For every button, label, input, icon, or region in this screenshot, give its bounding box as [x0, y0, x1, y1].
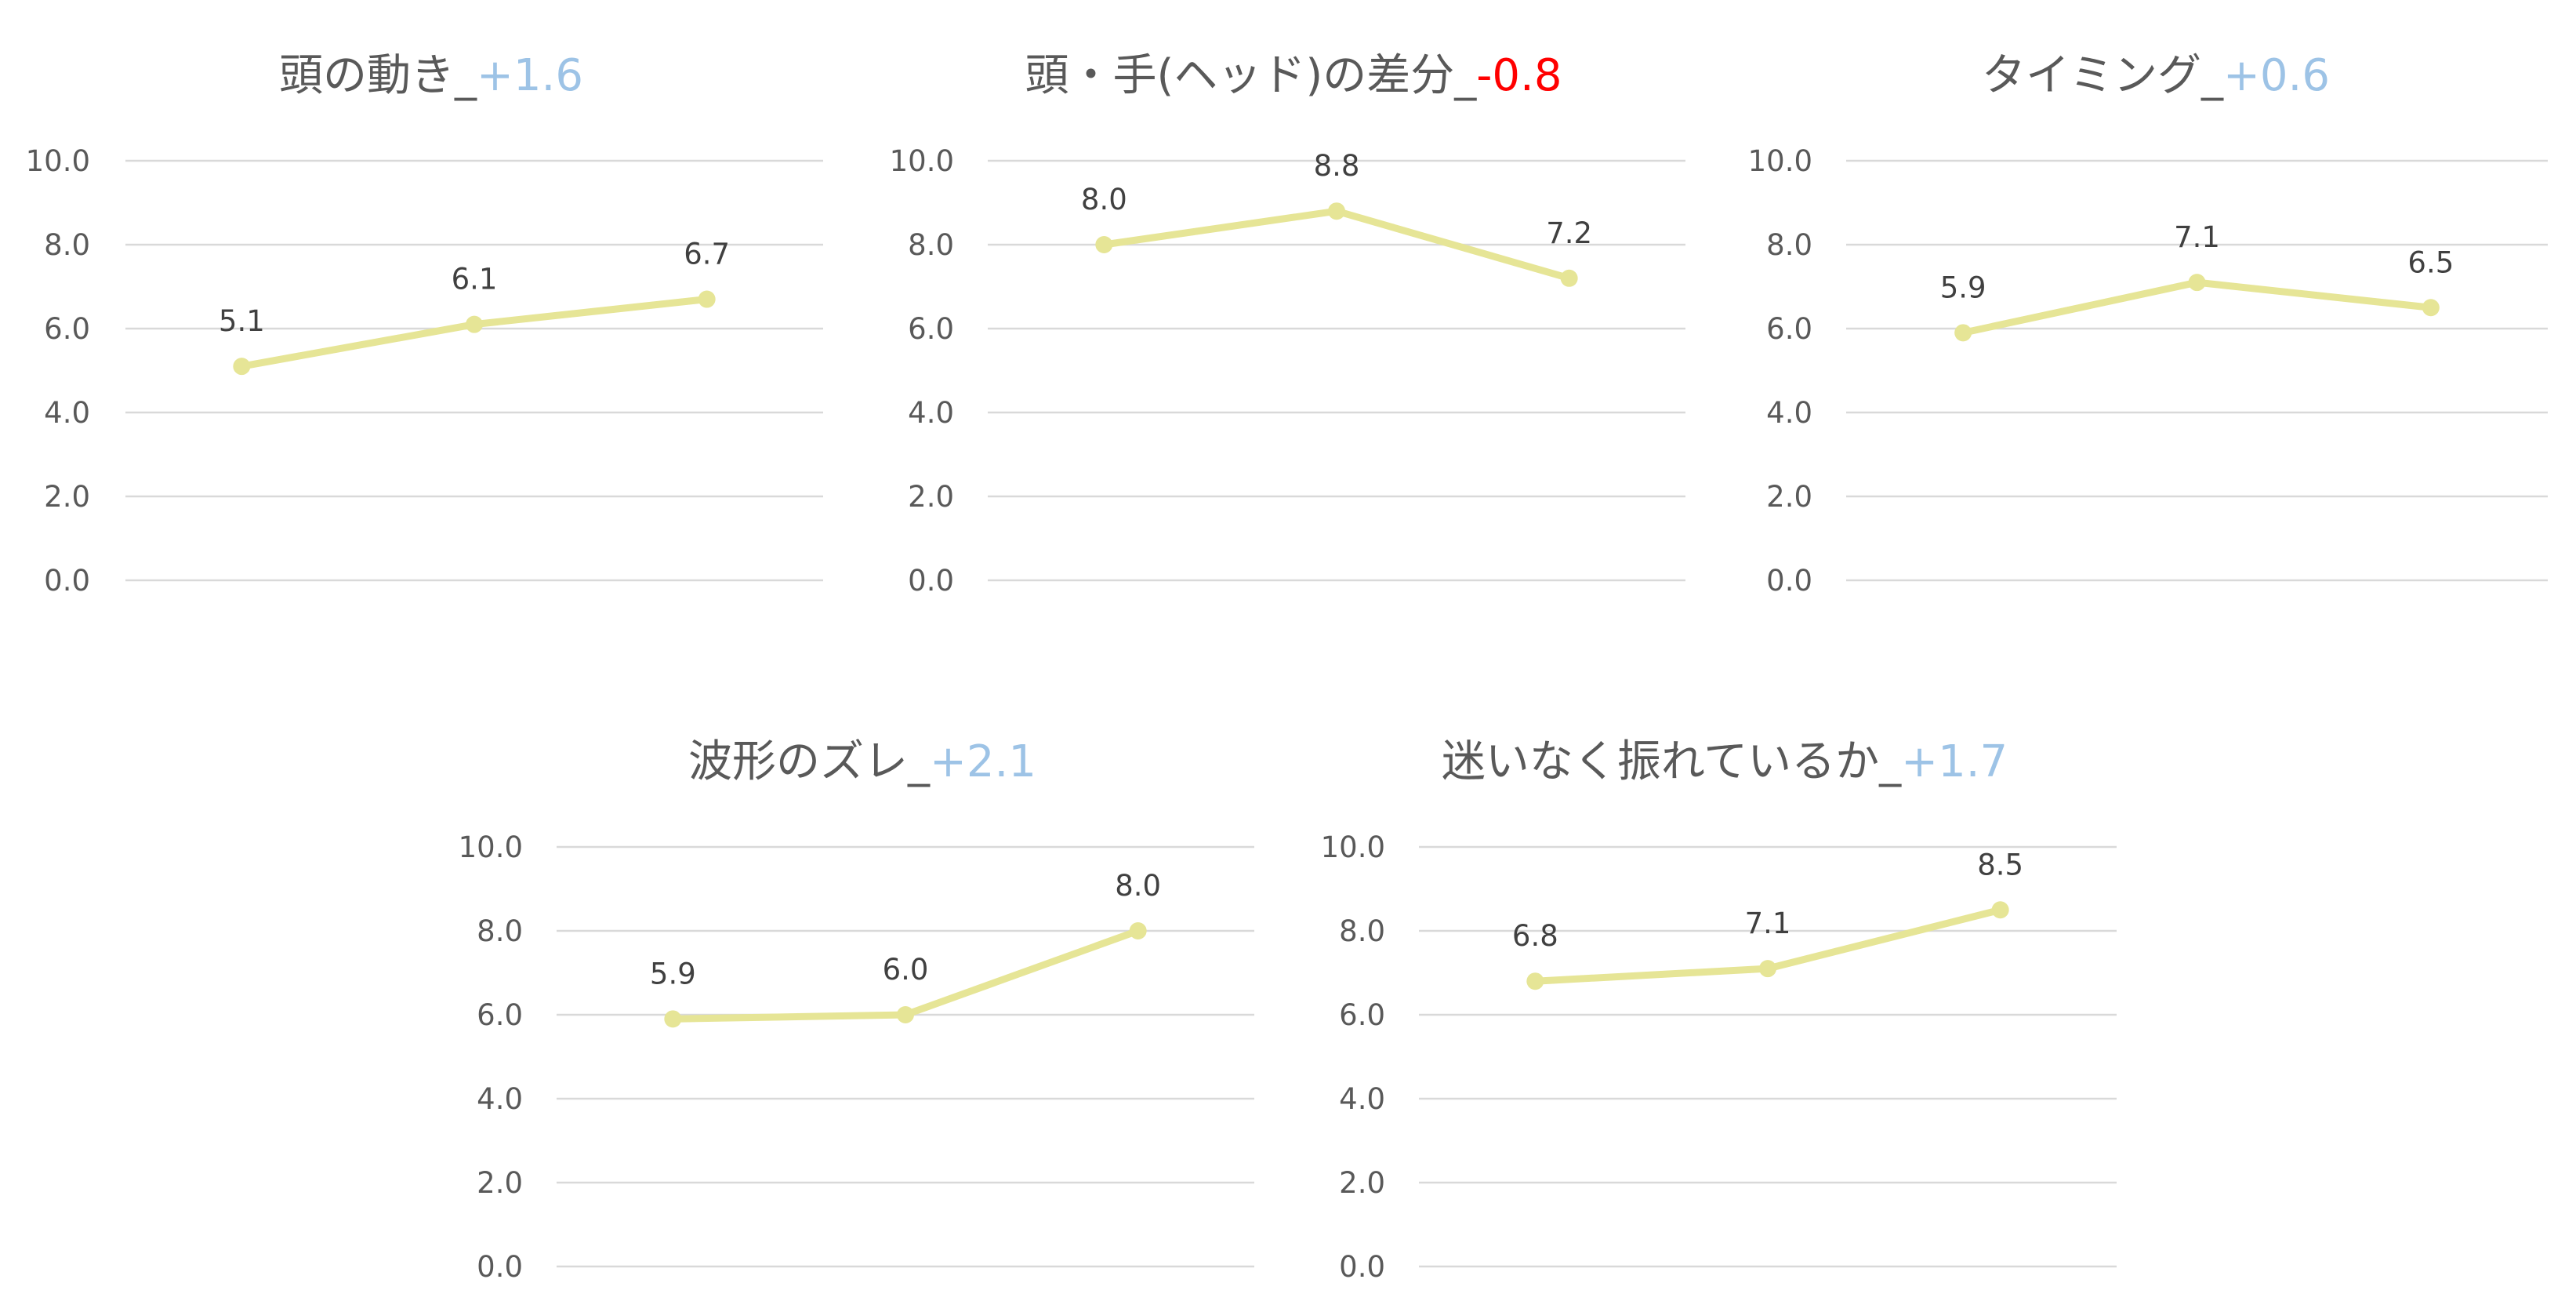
y-tick-label: 4.0 [1766, 396, 1812, 430]
data-point [1129, 922, 1147, 939]
data-point [2422, 299, 2440, 317]
data-label: 6.0 [883, 953, 929, 987]
chart-title-change: +2.1 [930, 736, 1036, 787]
data-point [1328, 202, 1345, 220]
data-point [698, 290, 716, 308]
chart-title-text: 迷いなく振れているか_ [1442, 736, 1902, 787]
data-label: 7.1 [2174, 220, 2220, 254]
y-tick-label: 8.0 [908, 228, 954, 262]
data-point [466, 315, 483, 333]
chart-title-text: 波形のズレ_ [688, 736, 931, 787]
chart-title-change: -0.8 [1476, 50, 1562, 101]
data-label: 6.5 [2407, 245, 2454, 279]
data-label: 8.0 [1081, 183, 1127, 216]
y-tick-label: 10.0 [459, 830, 523, 864]
y-tick-label: 4.0 [1339, 1082, 1385, 1116]
y-tick-label: 10.0 [26, 144, 90, 178]
y-tick-label: 0.0 [1766, 564, 1812, 598]
data-label: 5.1 [219, 304, 265, 338]
y-tick-label: 2.0 [1766, 480, 1812, 514]
data-label: 8.8 [1314, 149, 1360, 183]
y-tick-label: 2.0 [908, 480, 954, 514]
y-tick-label: 10.0 [1748, 144, 1812, 178]
y-tick-label: 8.0 [1339, 914, 1385, 948]
chart-title: 迷いなく振れているか_+1.7 [1442, 736, 2008, 787]
data-point [664, 1010, 682, 1028]
data-label: 8.0 [1115, 869, 1161, 903]
y-tick-label: 2.0 [44, 480, 90, 514]
y-tick-label: 8.0 [1766, 228, 1812, 262]
y-tick-label: 10.0 [890, 144, 954, 178]
data-point [1954, 324, 1972, 342]
data-point [1526, 972, 1544, 990]
y-tick-label: 4.0 [44, 396, 90, 430]
y-tick-label: 8.0 [44, 228, 90, 262]
y-tick-label: 10.0 [1321, 830, 1385, 864]
chart-panel-3: 0.0 2.0 4.0 6.0 8.0 10.0 タイミング_+0.6 5.9 7.1 6.5 [1748, 50, 2548, 598]
chart-panel-4: 0.0 2.0 4.0 6.0 8.0 10.0 波形のズレ_+2.1 5.9 6.0 8.0 [459, 736, 1254, 1284]
chart-panel-1: 0.0 2.0 4.0 6.0 8.0 10.0 頭の動き_+1.6 5.1 6.1 6.7 [26, 50, 823, 598]
y-tick-label: 4.0 [477, 1082, 523, 1116]
chart-title-text: 頭の動き_ [279, 50, 477, 101]
chart-title: 波形のズレ_+2.1 [688, 736, 1036, 787]
chart-title-change: +1.6 [477, 50, 583, 101]
chart-title: 頭・手(ヘッド)の差分_-0.8 [1025, 50, 1562, 101]
y-tick-label: 2.0 [1339, 1166, 1385, 1200]
data-label: 6.8 [1512, 919, 1558, 953]
y-tick-label: 6.0 [1766, 312, 1812, 346]
chart-title: 頭の動き_+1.6 [279, 50, 583, 101]
data-point [897, 1006, 914, 1023]
y-tick-label: 6.0 [908, 312, 954, 346]
chart-title-text: タイミング_ [1982, 50, 2224, 101]
data-point [1991, 901, 2009, 919]
y-tick-label: 6.0 [44, 312, 90, 346]
data-label: 8.5 [1977, 848, 2023, 881]
y-tick-label: 0.0 [477, 1250, 523, 1284]
y-tick-label: 4.0 [908, 396, 954, 430]
data-label: 5.9 [650, 957, 696, 990]
data-label: 7.2 [1546, 216, 1592, 250]
chart-title-text: 頭・手(ヘッド)の差分_ [1025, 50, 1478, 101]
chart-title-change: +0.6 [2223, 50, 2330, 101]
y-tick-label: 0.0 [44, 564, 90, 598]
chart-panel-2: 0.0 2.0 4.0 6.0 8.0 10.0 頭・手(ヘッド)の差分_-0.8 8.0 8.… [890, 50, 1685, 598]
y-tick-label: 8.0 [477, 914, 523, 948]
data-label: 6.1 [452, 263, 498, 296]
y-tick-label: 2.0 [477, 1166, 523, 1200]
chart-title-change: +1.7 [1901, 736, 2008, 787]
data-point [2188, 274, 2206, 292]
data-point [1759, 960, 1776, 978]
y-tick-label: 6.0 [477, 998, 523, 1032]
chart-panel-5: 0.0 2.0 4.0 6.0 8.0 10.0 迷いなく振れているか_+1.7 6.8 7.1… [1321, 736, 2117, 1284]
data-label: 5.9 [1940, 271, 1986, 304]
data-label: 6.7 [684, 238, 730, 271]
y-tick-label: 6.0 [1339, 998, 1385, 1032]
y-tick-label: 0.0 [908, 564, 954, 598]
data-point [1095, 236, 1113, 253]
data-label: 7.1 [1745, 907, 1791, 940]
y-tick-label: 0.0 [1339, 1250, 1385, 1284]
data-point [233, 358, 251, 376]
data-point [1560, 269, 1578, 287]
chart-title: タイミング_+0.6 [1982, 50, 2330, 101]
